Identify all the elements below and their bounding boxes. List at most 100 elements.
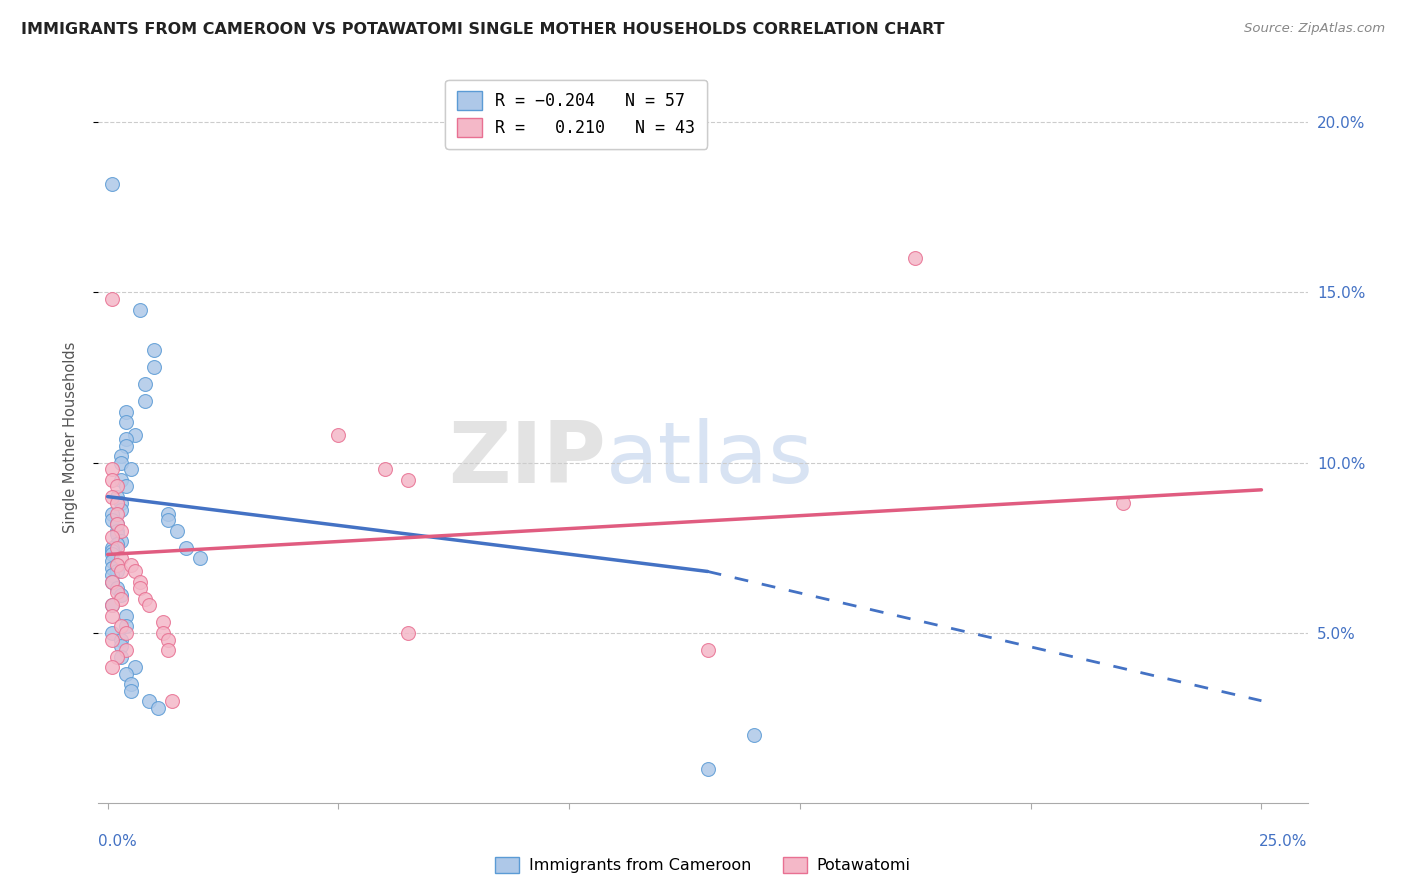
Point	[156, 513, 179, 527]
Point	[101, 599, 124, 613]
Point	[101, 531, 124, 545]
Point	[696, 642, 718, 657]
Point	[101, 462, 124, 476]
Point	[105, 537, 128, 551]
Point	[1112, 496, 1135, 510]
Point	[101, 554, 124, 568]
Point	[101, 548, 124, 562]
Point	[115, 625, 138, 640]
Point	[101, 574, 124, 589]
Point	[105, 524, 128, 538]
Point	[105, 479, 128, 493]
Legend: R = −0.204   N = 57, R =   0.210   N = 43: R = −0.204 N = 57, R = 0.210 N = 43	[446, 79, 707, 149]
Point	[396, 625, 419, 640]
Point	[174, 541, 197, 555]
Point	[129, 582, 152, 596]
Point	[105, 541, 128, 555]
Point	[101, 541, 124, 555]
Point	[115, 415, 138, 429]
Y-axis label: Single Mother Households: Single Mother Households	[63, 342, 77, 533]
Point	[115, 608, 138, 623]
Point	[120, 677, 142, 691]
Point	[105, 649, 128, 664]
Point	[110, 503, 132, 517]
Point	[142, 343, 165, 358]
Point	[110, 449, 132, 463]
Point	[120, 683, 142, 698]
Point	[124, 659, 146, 673]
Point	[166, 524, 188, 538]
Point	[696, 762, 718, 776]
Point	[110, 588, 132, 602]
Point	[110, 473, 132, 487]
Point	[328, 428, 350, 442]
Point	[152, 615, 174, 630]
Point	[396, 473, 419, 487]
Point	[110, 533, 132, 548]
Point	[105, 507, 128, 521]
Point	[105, 490, 128, 504]
Text: 0.0%: 0.0%	[98, 834, 138, 849]
Point	[101, 490, 124, 504]
Point	[101, 574, 124, 589]
Point	[110, 591, 132, 606]
Point	[110, 550, 132, 565]
Point	[115, 619, 138, 633]
Point	[110, 524, 132, 538]
Point	[105, 558, 128, 572]
Point	[105, 582, 128, 596]
Point	[110, 565, 132, 579]
Point	[101, 659, 124, 673]
Point	[138, 599, 160, 613]
Point	[110, 496, 132, 510]
Point	[110, 640, 132, 654]
Point	[110, 632, 132, 647]
Point	[124, 428, 146, 442]
Legend: Immigrants from Cameroon, Potawatomi: Immigrants from Cameroon, Potawatomi	[489, 850, 917, 880]
Point	[101, 625, 124, 640]
Point	[138, 694, 160, 708]
Text: Source: ZipAtlas.com: Source: ZipAtlas.com	[1244, 22, 1385, 36]
Text: atlas: atlas	[606, 417, 814, 500]
Point	[101, 567, 124, 582]
Text: 25.0%: 25.0%	[1260, 834, 1308, 849]
Point	[134, 591, 156, 606]
Text: IMMIGRANTS FROM CAMEROON VS POTAWATOMI SINGLE MOTHER HOUSEHOLDS CORRELATION CHAR: IMMIGRANTS FROM CAMEROON VS POTAWATOMI S…	[21, 22, 945, 37]
Point	[115, 479, 138, 493]
Point	[101, 473, 124, 487]
Point	[742, 728, 765, 742]
Point	[101, 293, 124, 307]
Point	[105, 516, 128, 531]
Point	[115, 404, 138, 418]
Point	[129, 574, 152, 589]
Point	[156, 632, 179, 647]
Point	[148, 700, 170, 714]
Point	[110, 456, 132, 470]
Point	[101, 177, 124, 191]
Point	[115, 439, 138, 453]
Point	[110, 649, 132, 664]
Point	[101, 599, 124, 613]
Point	[101, 608, 124, 623]
Point	[142, 360, 165, 375]
Point	[134, 394, 156, 409]
Point	[105, 496, 128, 510]
Point	[156, 507, 179, 521]
Point	[101, 544, 124, 558]
Text: ZIP: ZIP	[449, 417, 606, 500]
Point	[101, 561, 124, 575]
Point	[101, 513, 124, 527]
Point	[152, 625, 174, 640]
Point	[162, 694, 184, 708]
Point	[156, 642, 179, 657]
Point	[101, 632, 124, 647]
Point	[120, 462, 142, 476]
Point	[115, 666, 138, 681]
Point	[188, 550, 211, 565]
Point	[115, 432, 138, 446]
Point	[115, 642, 138, 657]
Point	[124, 565, 146, 579]
Point	[134, 377, 156, 392]
Point	[105, 585, 128, 599]
Point	[105, 565, 128, 579]
